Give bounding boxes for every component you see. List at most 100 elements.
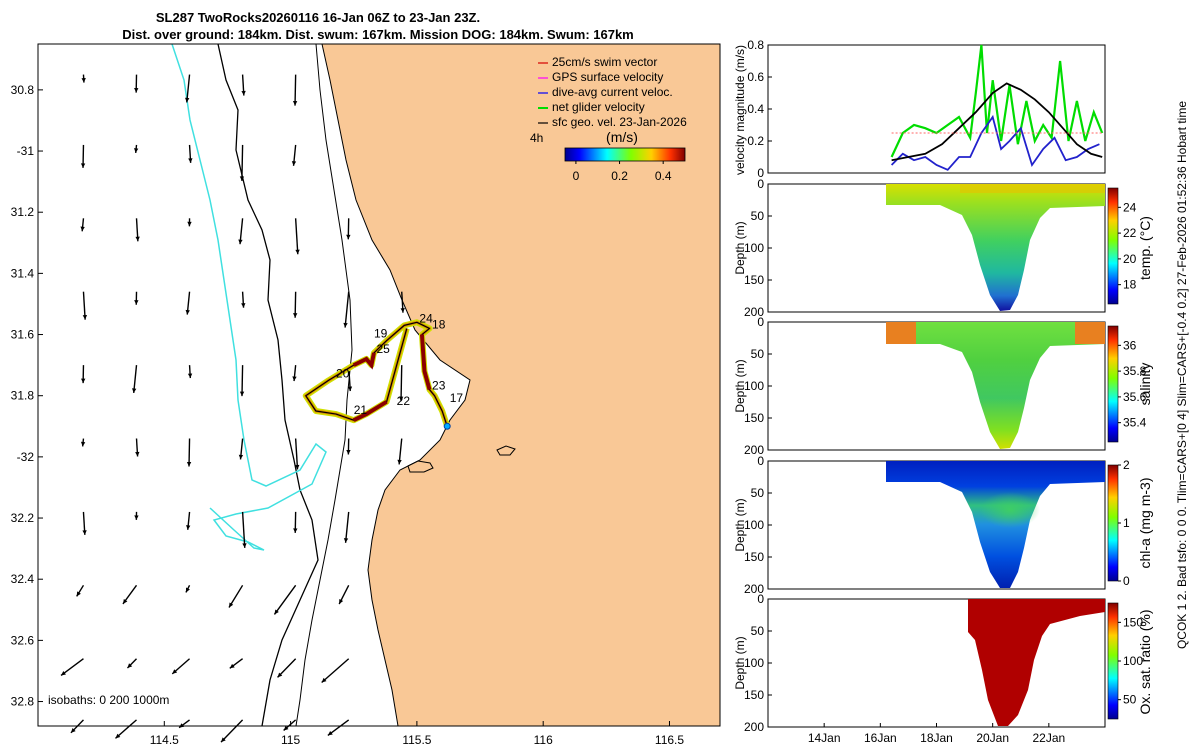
velocity-arrow: [241, 511, 246, 548]
map-ytick-label: -32: [17, 450, 35, 464]
temp-section-fill: [886, 184, 1105, 311]
colorbar-tick-label: 0: [573, 169, 580, 183]
track-day-label: 22: [397, 394, 411, 408]
velocity-arrow: [133, 365, 138, 394]
velocity-arrowhead: [295, 249, 300, 255]
legend-net-velocity: net glider velocity: [552, 100, 645, 114]
velocity-arrow: [60, 658, 84, 677]
isobath-note: isobaths: 0 200 1000m: [48, 693, 169, 707]
title-line-2: Dist. over ground: 184km. Dist. swum: 16…: [122, 27, 634, 42]
side-caption: QCOK 1 2. Bad tsfo: 0 0 0. Tlim=CARS+[0 …: [1175, 101, 1189, 649]
velocity-arrow: [186, 74, 191, 103]
velocity-arrowhead: [238, 239, 243, 245]
velocity-arrowhead: [80, 441, 86, 447]
colorbar-tick-label: 0.2: [611, 169, 628, 183]
legend-sfc-geo: sfc geo. vel. 23-Jan-2026: [552, 115, 687, 129]
colorbar-corner-label: 4h: [530, 131, 543, 145]
map-xtick-label: 115.5: [402, 733, 431, 747]
velocity-arrowhead: [133, 148, 139, 153]
depth-tick-label: 50: [751, 624, 765, 638]
velocity-ytick-label: 0.6: [747, 70, 764, 84]
map-xtick-label: 114.5: [150, 733, 179, 747]
velocity-panel: 0 0.2 0.4 0.6 0.8 velocity magnitude (m/s): [733, 38, 1106, 180]
velocity-arrowhead: [70, 728, 76, 733]
map-panel: 17 18 19 20 21 22 23 24 25 114.5 115 115.5 116 116.5…: [11, 43, 721, 747]
velocity-arrowhead: [221, 737, 226, 743]
velocity-arrowhead: [327, 730, 333, 736]
map-x-axis: 114.5 115 115.5 116 116.5: [150, 721, 684, 747]
track-start-marker: [443, 422, 451, 430]
depth-tick-label: 50: [751, 347, 765, 361]
cbar-tick-label: 20: [1123, 252, 1137, 266]
track-day-label: 17: [450, 391, 464, 405]
legend-gps: GPS surface velocity: [552, 70, 663, 84]
sal-section-fill: [886, 322, 1105, 449]
velocity-arrowhead: [241, 90, 246, 96]
depth-tick-label: 50: [751, 209, 765, 223]
velocity-arrowhead: [81, 378, 86, 384]
velocity-arrowhead: [122, 598, 128, 604]
depth-tick-label: 0: [757, 592, 764, 606]
sal-high-patch-left: [886, 322, 916, 344]
chla-panel: 0 1 2 chl-a (mg m-3) 0 50 100 150 200 Depth (m…: [733, 454, 1153, 596]
velocity-arrow: [344, 511, 350, 543]
velocity-arrowhead: [343, 538, 349, 543]
chla-max-blob: [980, 492, 1040, 528]
surface-velocity-field: [60, 74, 405, 743]
velocity-arrowhead: [185, 309, 190, 315]
velocity-arrowhead: [229, 602, 234, 608]
map-ytick-label: 31.4: [11, 266, 35, 280]
velocity-arrowhead: [238, 454, 244, 460]
cbar-tick-label: 35.8: [1123, 364, 1147, 378]
cbar-tick-label: 0: [1123, 574, 1130, 588]
velocity-ytick-label: 0.4: [747, 102, 764, 116]
time-xtick-label: 22Jan: [1032, 731, 1065, 745]
temp-warm-top: [960, 184, 1105, 193]
map-ytick-label: 31.2: [11, 205, 35, 219]
legend-dive-avg: dive-avg current veloc.: [552, 85, 673, 99]
velocity-arrowhead: [187, 221, 192, 227]
ox-y-axis: 0 50 100 150 200: [744, 592, 772, 734]
velocity-arrowhead: [239, 391, 245, 397]
land-area: [321, 44, 720, 726]
velocity-arrowhead: [347, 386, 353, 392]
velocity-arrowhead: [277, 672, 283, 678]
depth-tick-label: 100: [744, 241, 764, 255]
velocity-arrow: [241, 144, 244, 181]
ox-colorbar-ticks: 50 100 150: [1118, 615, 1143, 707]
velocity-arrow: [188, 438, 191, 467]
salinity-panel: 35.4 35.6 35.8 36 salinity 0 50 100 150 200 Dep…: [733, 315, 1153, 457]
time-xtick-label: 16Jan: [864, 731, 897, 745]
depth-tick-label: 150: [744, 411, 764, 425]
track-day-label: 18: [432, 317, 446, 331]
track-swim-vector: [352, 400, 388, 422]
time-xtick-label: 20Jan: [976, 731, 1009, 745]
velocity-arrowhead: [127, 663, 133, 669]
depth-tick-label: 100: [744, 656, 764, 670]
velocity-arrowhead: [115, 733, 121, 739]
temp-ylabel: Depth (m): [733, 221, 747, 274]
velocity-arrow: [115, 719, 137, 739]
isobath-1000m: [217, 44, 319, 726]
velocity-arrow: [82, 291, 86, 320]
depth-tick-label: 0: [757, 454, 764, 468]
track-day-label: 21: [354, 403, 368, 417]
velocity-arrowhead: [292, 101, 298, 106]
temp-colorbar-label: temp. (°C): [1137, 216, 1153, 280]
sal-colorbar-label: salinity: [1137, 363, 1153, 406]
velocity-arrow: [241, 365, 244, 397]
colorbar-unit-label: (m/s): [606, 129, 638, 145]
track-day-label: 24: [419, 311, 433, 325]
depth-tick-label: 200: [744, 720, 764, 734]
ox-colorbar-label: Ox. sat. ratio (%): [1137, 609, 1153, 714]
velocity-arrowhead: [293, 528, 298, 533]
map-ytick-label: 32.4: [11, 572, 35, 586]
velocity-arrowhead: [188, 158, 193, 163]
colorbar-tick-label: 0.4: [655, 169, 672, 183]
depth-tick-label: 100: [744, 379, 764, 393]
track-day-labels: 17 18 19 20 21 22 23 24 25: [336, 311, 463, 417]
legend-swim-vector: 25cm/s swim vector: [552, 55, 657, 69]
cbar-tick-label: 150: [1123, 615, 1143, 629]
time-xtick-label: 18Jan: [920, 731, 953, 745]
